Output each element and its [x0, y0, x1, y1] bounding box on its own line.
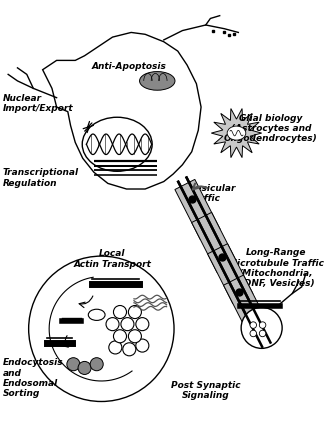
Circle shape	[114, 306, 127, 319]
Circle shape	[121, 318, 134, 331]
Ellipse shape	[82, 118, 152, 172]
Circle shape	[250, 330, 257, 337]
Text: Transcriptional
Regulation: Transcriptional Regulation	[3, 168, 79, 187]
Circle shape	[241, 308, 282, 349]
Text: Post Synaptic
Signaling: Post Synaptic Signaling	[171, 380, 240, 399]
Polygon shape	[223, 276, 269, 335]
Circle shape	[259, 330, 266, 337]
Text: Anti-Apoptosis: Anti-Apoptosis	[92, 62, 167, 70]
Circle shape	[114, 330, 127, 343]
Circle shape	[78, 362, 91, 375]
Polygon shape	[192, 213, 237, 273]
Circle shape	[259, 322, 266, 329]
Ellipse shape	[227, 127, 246, 141]
Circle shape	[136, 339, 149, 352]
Circle shape	[67, 358, 80, 371]
Text: Vesicular
Traffic: Vesicular Traffic	[189, 184, 236, 203]
Circle shape	[250, 322, 257, 329]
Ellipse shape	[139, 72, 175, 91]
Text: Long-Range
Microtubule Traffic
(Mitochondria,
BDNF, Vesicles): Long-Range Microtubule Traffic (Mitochon…	[228, 248, 324, 288]
Polygon shape	[211, 109, 262, 158]
Polygon shape	[43, 33, 201, 190]
Polygon shape	[208, 244, 253, 304]
Circle shape	[128, 330, 141, 343]
Circle shape	[136, 318, 149, 331]
Circle shape	[123, 343, 136, 356]
Text: Local
Actin Transport: Local Actin Transport	[74, 249, 151, 268]
Circle shape	[29, 256, 174, 401]
Polygon shape	[175, 180, 220, 240]
Circle shape	[109, 341, 122, 354]
Circle shape	[106, 318, 119, 331]
Circle shape	[90, 358, 103, 371]
Text: Glial biology
(Astrocytes and
Oligodendrocytes): Glial biology (Astrocytes and Oligodendr…	[224, 113, 318, 143]
Text: Nuclear
Import/Export: Nuclear Import/Export	[3, 93, 73, 113]
Polygon shape	[178, 178, 270, 347]
Ellipse shape	[88, 309, 105, 321]
Circle shape	[128, 306, 141, 319]
Text: Endocytosis
and
Endosomal
Sorting: Endocytosis and Endosomal Sorting	[3, 357, 63, 398]
